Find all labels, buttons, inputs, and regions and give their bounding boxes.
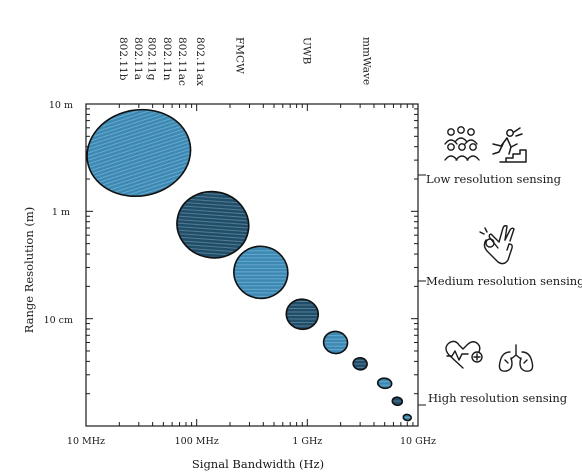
technology-label: 802.11a [132,37,144,80]
heartbeat-icon [445,340,483,369]
x-axis-title: Signal Bandwidth (Hz) [192,457,324,471]
axis-ticks [85,103,419,427]
crowd-icon [444,126,480,161]
bubble-texture [378,379,391,388]
bubble [402,413,413,422]
bubble-texture [234,247,287,298]
bubble [86,108,192,198]
technology-label: mmWave [361,37,373,85]
technology-label: 802.11g [146,37,158,81]
technology-label: 802.11b [117,37,129,81]
x-tick-label: 10 GHz [400,436,436,447]
bubble [352,356,368,371]
technology-label: UWB [300,37,312,65]
y-tick-label: 1 m [52,207,70,218]
x-tick-labels: 10 MHz 100 MHz 1 GHz 10 GHz [67,436,436,447]
band-label-low: Low resolution sensing [426,172,562,186]
bubble [176,190,250,259]
bubble-texture [287,300,318,329]
bubble [233,245,289,300]
bubble-texture [404,415,411,420]
technology-label: 802.11n [161,37,173,81]
bubble-texture [324,332,347,353]
technology-labels: 802.11b 802.11a 802.11g 802.11n 802.11ac 802.… [117,37,373,86]
technology-label: FMCW [234,37,246,74]
lungs-icon [498,344,534,372]
bubble-texture [393,398,402,405]
bubble [391,396,404,407]
data-bubbles [86,108,413,422]
y-axis-title: Range Resolution (m) [22,207,36,334]
hand-gesture-icon [479,225,515,265]
bubble [376,377,393,390]
band-label-medium: Medium resolution sensing [426,274,582,288]
band-label-high: High resolution sensing [428,391,568,405]
fall-detection-icon [492,127,527,163]
x-tick-label: 10 MHz [67,436,105,447]
y-tick-labels: 10 m 1 m 10 cm [44,100,73,326]
plot-frame [85,103,419,427]
bubble-texture [88,110,190,196]
x-tick-label: 1 GHz [292,436,322,447]
bubble-texture [354,358,367,369]
technology-label: 802.11ac [176,37,188,86]
y-tick-label: 10 m [49,100,73,111]
bubble-texture [177,192,248,257]
bubble [322,330,349,355]
x-tick-label: 100 MHz [175,436,219,447]
y-tick-label: 10 cm [44,315,73,326]
technology-label: 802.11ax [194,37,206,86]
bubble [285,298,320,331]
